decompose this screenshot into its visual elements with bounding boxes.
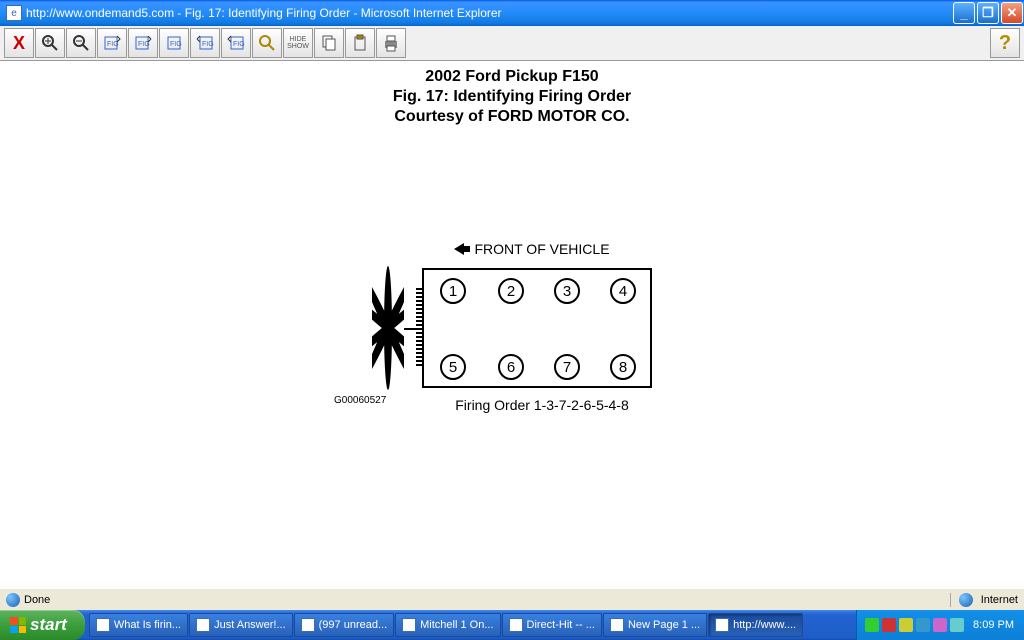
copy-button[interactable] [314, 28, 344, 58]
tray-icon[interactable] [916, 618, 930, 632]
toolbar: X FIG FIG FIG FIG FIG HIDE SHOW ? [0, 26, 1024, 61]
cylinder-5: 5 [440, 354, 466, 380]
start-button[interactable]: start [0, 610, 85, 640]
fig-button[interactable]: FIG [159, 28, 189, 58]
engine-block: G00060527 12345678 [422, 268, 652, 388]
firing-order-label: Firing Order 1-3-7-2-6-5-4-8 [402, 397, 682, 413]
fig-prev-button[interactable]: FIG [128, 28, 158, 58]
stop-button[interactable]: X [4, 28, 34, 58]
print-button[interactable] [376, 28, 406, 58]
taskbar-item[interactable]: Just Answer!... [189, 613, 293, 637]
fan-icon [372, 263, 404, 393]
status-text: Done [24, 594, 50, 606]
svg-text:FIG: FIG [138, 41, 150, 48]
taskbar-items: What Is firin...Just Answer!...(997 unre… [89, 613, 856, 637]
taskbar-item[interactable]: http://www.... [708, 613, 803, 637]
taskbar: start What Is firin...Just Answer!...(99… [0, 610, 1024, 640]
hide-show-button[interactable]: HIDE SHOW [283, 28, 313, 58]
cylinder-3: 3 [554, 278, 580, 304]
close-button[interactable]: ✕ [1001, 2, 1023, 24]
cylinder-1: 1 [440, 278, 466, 304]
internet-zone-icon [959, 593, 973, 607]
fig-next-button[interactable]: FIG [190, 28, 220, 58]
heading-line-1: 2002 Ford Pickup F150 [0, 67, 1024, 87]
figure-id: G00060527 [334, 395, 386, 406]
cylinder-8: 8 [610, 354, 636, 380]
find-button[interactable] [252, 28, 282, 58]
fig-first-button[interactable]: FIG [97, 28, 127, 58]
taskbar-item[interactable]: Mitchell 1 On... [395, 613, 500, 637]
page-icon [6, 593, 20, 607]
status-bar: Done Internet [0, 588, 1024, 610]
arrow-left-icon [454, 243, 470, 255]
paste-button[interactable] [345, 28, 375, 58]
zoom-in-button[interactable] [35, 28, 65, 58]
svg-text:FIG: FIG [107, 41, 119, 48]
cylinder-2: 2 [498, 278, 524, 304]
ie-icon: e [6, 5, 22, 21]
taskbar-item-icon [301, 618, 315, 632]
security-zone: Internet [950, 593, 1018, 607]
taskbar-item-icon [715, 618, 729, 632]
minimize-button[interactable]: _ [953, 2, 975, 24]
windows-logo-icon [10, 617, 26, 633]
taskbar-item-icon [610, 618, 624, 632]
tray-icon[interactable] [882, 618, 896, 632]
svg-text:FIG: FIG [202, 41, 214, 48]
clock: 8:09 PM [973, 619, 1014, 631]
fig-last-button[interactable]: FIG [221, 28, 251, 58]
svg-text:FIG: FIG [233, 41, 245, 48]
window-title: http://www.ondemand5.com - Fig. 17: Iden… [26, 6, 502, 20]
heading-line-2: Fig. 17: Identifying Firing Order [0, 87, 1024, 107]
help-button[interactable]: ? [990, 28, 1020, 58]
taskbar-item-icon [196, 618, 210, 632]
heading-line-3: Courtesy of FORD MOTOR CO. [0, 107, 1024, 127]
svg-text:FIG: FIG [170, 41, 182, 48]
firing-order-diagram: FRONT OF VEHICLE G00060527 12345678 Firi… [372, 241, 652, 413]
fan-connector [404, 308, 422, 348]
cylinder-4: 4 [610, 278, 636, 304]
window-titlebar: e http://www.ondemand5.com - Fig. 17: Id… [0, 0, 1024, 26]
maximize-button[interactable]: ❐ [977, 2, 999, 24]
cylinder-6: 6 [498, 354, 524, 380]
system-tray: 8:09 PM [856, 610, 1024, 640]
content-area: 2002 Ford Pickup F150 Fig. 17: Identifyi… [0, 61, 1024, 588]
cylinder-7: 7 [554, 354, 580, 380]
zoom-out-button[interactable] [66, 28, 96, 58]
tray-icon[interactable] [950, 618, 964, 632]
taskbar-item-icon [96, 618, 110, 632]
taskbar-item[interactable]: Direct-Hit -- ... [502, 613, 602, 637]
tray-icon[interactable] [865, 618, 879, 632]
taskbar-item[interactable]: What Is firin... [89, 613, 188, 637]
front-of-vehicle-label: FRONT OF VEHICLE [454, 241, 609, 257]
taskbar-item-icon [402, 618, 416, 632]
taskbar-item[interactable]: (997 unread... [294, 613, 395, 637]
tray-icon[interactable] [899, 618, 913, 632]
taskbar-item[interactable]: New Page 1 ... [603, 613, 707, 637]
taskbar-item-icon [509, 618, 523, 632]
page-heading: 2002 Ford Pickup F150 Fig. 17: Identifyi… [0, 67, 1024, 127]
tray-icon[interactable] [933, 618, 947, 632]
